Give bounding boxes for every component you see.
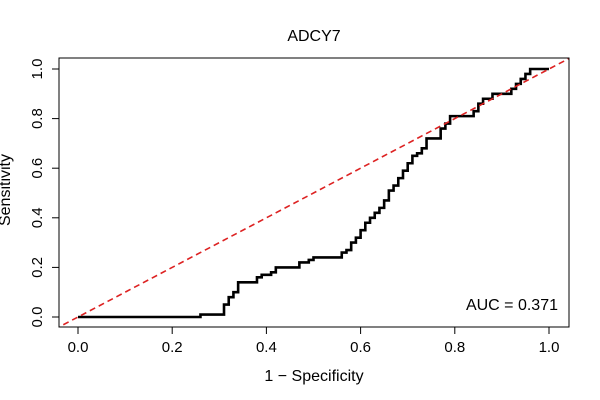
chart-title: ADCY7: [287, 28, 340, 45]
x-tick-label: 0.4: [256, 339, 277, 356]
x-tick-label: 0.2: [162, 339, 183, 356]
y-tick-label: 0.8: [29, 108, 46, 129]
auc-annotation: AUC = 0.371: [466, 297, 558, 314]
y-tick-label: 0.0: [29, 307, 46, 328]
plot-frame: [58, 57, 570, 328]
series-layer: [59, 58, 569, 327]
x-tick-label: 0.8: [444, 339, 465, 356]
x-axis-label: 1 − Specificity: [264, 368, 363, 385]
y-tick-label: 0.4: [29, 207, 46, 228]
y-axis-label: Sensitivity: [0, 154, 14, 226]
y-tick-label: 1.0: [29, 59, 46, 80]
roc-curve: [78, 67, 549, 319]
x-tick-label: 0.0: [68, 339, 89, 356]
y-tick-label: 0.2: [29, 257, 46, 278]
x-tick-label: 1.0: [539, 339, 560, 356]
y-tick-label: 0.6: [29, 158, 46, 179]
reference-diagonal: [59, 58, 569, 327]
x-tick-label: 0.6: [350, 339, 371, 356]
